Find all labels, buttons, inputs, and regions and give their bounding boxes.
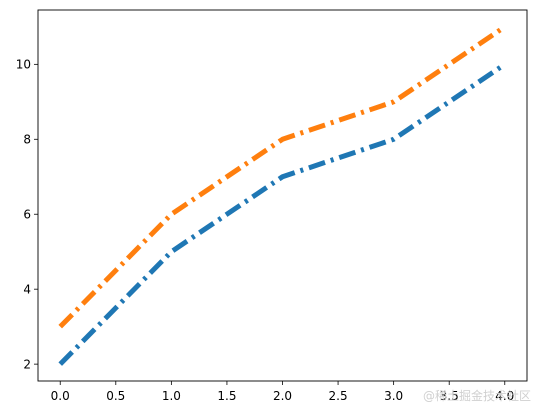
x-axis: 0.0 0.5 1.0 1.5 2.0 2.5 3.0 3.5 4.0	[51, 381, 514, 403]
watermark: @稀土掘金技术社区	[423, 388, 531, 403]
x-tick-label: 0.0	[51, 389, 70, 403]
x-tick-label: 2.0	[273, 389, 292, 403]
y-tick-label: 10	[16, 58, 31, 72]
x-tick-label: 1.0	[162, 389, 181, 403]
plot-frame	[37, 9, 528, 382]
series-line-1	[58, 62, 507, 366]
x-tick-label: 0.5	[106, 389, 125, 403]
y-tick-label: 4	[23, 282, 31, 296]
x-tick-label: 1.5	[217, 389, 236, 403]
x-tick-label: 4.0	[495, 389, 514, 403]
x-tick-label: 3.0	[384, 389, 403, 403]
x-tick-label: 3.5	[440, 389, 459, 403]
y-axis: 2 4 6 8 10	[16, 58, 38, 371]
y-tick-label: 8	[23, 133, 31, 147]
y-tick-label: 2	[23, 357, 31, 371]
series-layer	[58, 24, 507, 366]
y-tick-label: 6	[23, 208, 31, 222]
x-tick-label: 2.5	[329, 389, 348, 403]
